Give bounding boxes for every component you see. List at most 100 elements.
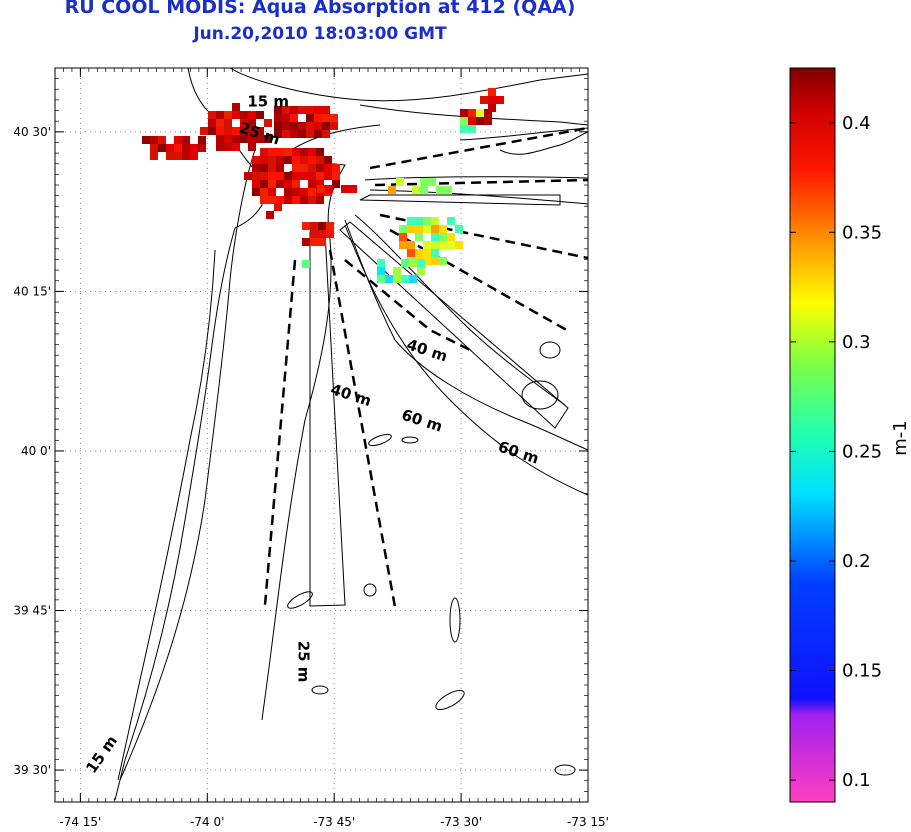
absorption-pixel [268, 164, 276, 172]
absorption-pixel [316, 196, 324, 204]
absorption-pixel [282, 122, 290, 130]
absorption-pixel [317, 185, 325, 193]
absorption-pixel [264, 135, 272, 143]
absorption-pixel [268, 172, 276, 180]
absorption-pixel [216, 135, 224, 143]
absorption-pixel [455, 225, 463, 233]
absorption-pixel [349, 185, 357, 193]
absorption-pixel [308, 172, 316, 180]
absorption-pixel [248, 119, 256, 127]
absorption-pixel [300, 196, 308, 204]
absorption-pixel [256, 127, 264, 135]
depth-label-0: 15 m [247, 92, 289, 110]
absorption-pixel [208, 119, 216, 127]
absorption-pixel [256, 135, 264, 143]
absorption-pixel [300, 156, 308, 164]
absorption-pixel [308, 196, 316, 204]
axis-ticks [54, 67, 589, 803]
absorption-pixel [240, 127, 248, 135]
absorption-pixel [399, 225, 407, 233]
absorption-pixel [306, 130, 314, 138]
absorption-pixel [166, 144, 174, 152]
absorption-pixel [431, 257, 439, 265]
absorption-pixel [316, 148, 324, 156]
absorption-pixel [232, 103, 240, 111]
absorption-pixel [447, 241, 455, 249]
lat-tick-label-4: 39 30' [13, 763, 51, 777]
absorption-pixel [310, 222, 318, 230]
absorption-pixel [208, 111, 216, 119]
absorption-pixel [401, 275, 409, 283]
absorption-pixel [158, 136, 166, 144]
absorption-pixel [276, 196, 284, 204]
absorption-pixel [268, 156, 276, 164]
absorption-pixel [318, 238, 326, 246]
absorption-pixel [150, 144, 158, 152]
absorption-pixel [431, 249, 439, 257]
absorption-pixel [415, 249, 423, 257]
absorption-pixel [142, 136, 150, 144]
absorption-pixel [284, 148, 292, 156]
absorption-pixel [308, 148, 316, 156]
absorption-pixel [439, 257, 447, 265]
shoal-contours [287, 341, 576, 776]
absorption-pixel [224, 111, 232, 119]
colorbar-ticks: 0.4 0.35 0.3 0.25 0.2 0.15 0.1 [790, 113, 882, 791]
absorption-pixel [240, 135, 248, 143]
absorption-pixel [244, 172, 252, 180]
absorption-pixel [316, 172, 324, 180]
absorption-pixel [260, 172, 268, 180]
absorption-pixel [318, 222, 326, 230]
absorption-pixel [216, 127, 224, 135]
absorption-pixel [182, 144, 190, 152]
absorption-pixel [290, 106, 298, 114]
colorbar-tick-label-5: 0.15 [842, 661, 882, 682]
absorption-pixel [302, 222, 310, 230]
absorption-pixel [174, 144, 182, 152]
lat-tick-label-0: 40 30' [13, 125, 51, 139]
absorption-pixel [290, 122, 298, 130]
absorption-pixel [417, 259, 425, 267]
absorption-pixel [260, 180, 268, 188]
absorption-pixel [415, 233, 423, 241]
absorption-pixel [423, 225, 431, 233]
absorption-pixel [468, 125, 476, 133]
colorbar-tick-label-4: 0.2 [842, 551, 871, 572]
absorption-pixel [252, 188, 260, 196]
absorption-pixel [174, 152, 182, 160]
absorption-pixel [314, 114, 322, 122]
lat-tick-label-1: 40 15' [13, 284, 51, 298]
absorption-pixel [314, 130, 322, 138]
absorption-pixel [182, 136, 190, 144]
absorption-pixel [182, 152, 190, 160]
absorption-pixel [423, 241, 431, 249]
absorption-pixel [325, 185, 333, 193]
absorption-pixel [377, 275, 385, 283]
absorption-pixel [248, 111, 256, 119]
absorption-pixel [330, 122, 338, 130]
absorption-pixel [274, 106, 282, 114]
absorption-pixel [200, 127, 208, 135]
absorption-pixel [316, 156, 324, 164]
absorption-pixel [252, 156, 260, 164]
absorption-pixel [407, 241, 415, 249]
absorption-pixel [260, 196, 268, 204]
absorption-pixel [292, 156, 300, 164]
colorbar-tick-label-1: 0.35 [842, 222, 882, 243]
absorption-pixel [260, 156, 268, 164]
absorption-pixel [274, 114, 282, 122]
absorption-pixel [460, 117, 468, 125]
absorption-pixel [256, 111, 264, 119]
absorption-pixel [300, 164, 308, 172]
absorption-pixel [314, 106, 322, 114]
lon-tick-label-3: -73 30' [440, 815, 482, 829]
absorption-pixel [282, 106, 290, 114]
colorbar [789, 67, 836, 803]
absorption-pixel [393, 275, 401, 283]
absorption-pixel [409, 275, 417, 283]
absorption-pixel [240, 111, 248, 119]
absorption-pixel [260, 148, 268, 156]
depth-label-6: 25 m [295, 641, 313, 683]
absorption-pixels [142, 88, 504, 283]
absorption-pixel [314, 122, 322, 130]
